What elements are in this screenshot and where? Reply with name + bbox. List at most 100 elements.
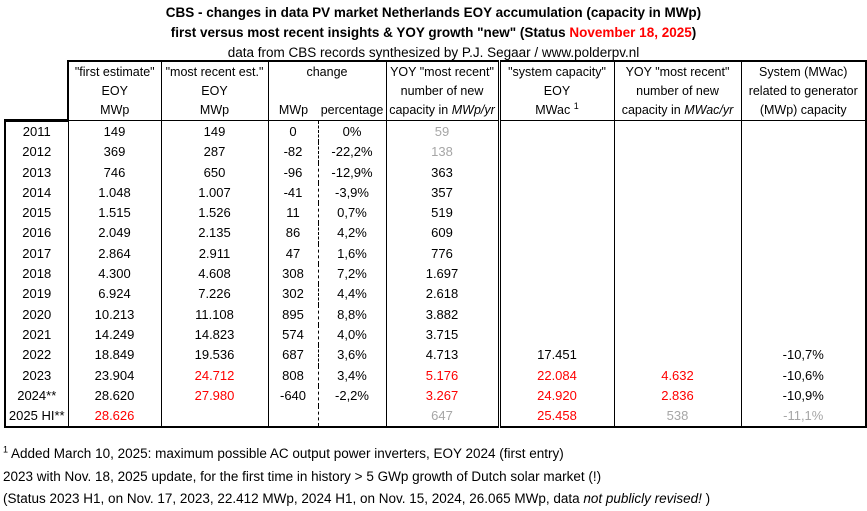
value-cell: 0,7%: [318, 203, 387, 224]
value-cell: 4,4%: [318, 284, 387, 305]
table-row: 2012 369 287 -82 -22,2% 138: [4, 142, 867, 163]
value-cell: -10,6%: [741, 365, 867, 386]
value-cell: 0%: [318, 120, 387, 143]
value-cell: [499, 162, 615, 183]
value-cell: 3,6%: [318, 345, 387, 366]
value-cell: -640: [268, 385, 319, 407]
value-cell: [499, 264, 615, 285]
value-cell: -10,7%: [741, 345, 867, 366]
year-cell: 2015: [4, 203, 69, 224]
year-cell: 2023: [4, 365, 69, 386]
value-cell: -96: [268, 162, 319, 183]
value-cell: 4.713: [386, 345, 501, 366]
value-cell: 28.626: [68, 406, 162, 429]
table-row: 2022 18.849 19.536 687 3,6% 4.713 17.451 -10,7%: [4, 345, 867, 366]
value-cell: 2.049: [68, 223, 162, 244]
value-cell: 5.176: [386, 365, 501, 386]
value-cell: 1,6%: [318, 243, 387, 265]
value-cell: 687: [268, 345, 319, 366]
table-body: 2011 149 149 0 0% 59 2012 369 287 -82 -22,2% 138 201…: [4, 120, 867, 429]
value-cell: [741, 243, 867, 265]
value-cell: -82: [268, 142, 319, 163]
corner-spacer: [5, 61, 68, 122]
value-cell: [499, 304, 615, 325]
value-cell: 4.608: [161, 264, 269, 285]
value-cell: 14.823: [161, 324, 269, 346]
value-cell: [614, 162, 742, 183]
value-cell: 363: [386, 162, 501, 183]
value-cell: 4,2%: [318, 223, 387, 244]
value-cell: 302: [268, 284, 319, 305]
page-subtitle: first versus most recent insights & YOY …: [170, 25, 697, 40]
value-cell: 24.712: [161, 365, 269, 386]
year-cell: 2019: [4, 284, 69, 305]
value-cell: 287: [161, 142, 269, 163]
value-cell: 24.920: [499, 385, 615, 407]
table-row: 2023 23.904 24.712 808 3,4% 5.176 22.084 4.632-…: [4, 365, 867, 386]
value-cell: 11: [268, 203, 319, 224]
value-cell: 47: [268, 243, 319, 265]
col-header-change: change MWp percentage: [267, 60, 387, 121]
footnote-1: 1 Added March 10, 2025: maximum possible…: [3, 444, 564, 461]
value-cell: [614, 284, 742, 305]
table-row: 2016 2.049 2.135 86 4,2% 609: [4, 223, 867, 244]
table-row: 2011 149 149 0 0% 59: [4, 120, 867, 143]
value-cell: 10.213: [68, 304, 162, 325]
col-header-change-mwp: MWp: [278, 102, 309, 117]
source-line: data from CBS records synthesized by P.J…: [227, 45, 640, 60]
value-cell: [614, 223, 742, 244]
value-cell: -11,1%: [741, 406, 867, 429]
value-cell: 22.084: [499, 365, 615, 386]
page-title: CBS - changes in data PV market Netherla…: [165, 5, 702, 20]
value-cell: [499, 182, 615, 204]
value-cell: 138: [386, 142, 501, 163]
value-cell: [741, 284, 867, 305]
value-cell: [614, 345, 742, 366]
year-cell: 2020: [4, 304, 69, 325]
year-cell: 2016: [4, 223, 69, 244]
value-cell: [741, 324, 867, 346]
table-row: 2024** 28.620 27.980 -640 -2,2% 3.267 24.920 2.…: [4, 385, 867, 407]
header-row: "first estimate" EOY MWp "most recent es…: [5, 60, 867, 122]
value-cell: [318, 406, 387, 429]
value-cell: [741, 304, 867, 325]
value-cell: 6.924: [68, 284, 162, 305]
value-cell: 647: [386, 406, 501, 429]
value-cell: 0: [268, 120, 319, 143]
value-cell: [499, 284, 615, 305]
value-cell: [741, 223, 867, 244]
value-cell: [268, 406, 319, 429]
table-row: 2019 6.924 7.226 302 4,4% 2.618: [4, 284, 867, 305]
value-cell: 2.618: [386, 284, 501, 305]
title-block: CBS - changes in data PV market Netherla…: [0, 3, 867, 63]
year-cell: 2025 HI**: [4, 406, 69, 429]
value-cell: 2.864: [68, 243, 162, 265]
value-cell: 19.536: [161, 345, 269, 366]
value-cell: [741, 162, 867, 183]
value-cell: 1.526: [161, 203, 269, 224]
value-cell: 4.632: [614, 365, 742, 386]
value-cell: -10,9%: [741, 385, 867, 407]
value-cell: [614, 203, 742, 224]
value-cell: [614, 120, 742, 143]
footnote-marker: 1: [573, 100, 579, 111]
year-cell: 2013: [4, 162, 69, 183]
value-cell: [741, 264, 867, 285]
value-cell: [499, 223, 615, 244]
value-cell: 2.836: [614, 385, 742, 407]
value-cell: 23.904: [68, 365, 162, 386]
value-cell: [499, 142, 615, 163]
pv-data-table: "first estimate" EOY MWp "most recent es…: [4, 60, 867, 429]
table-row: 2025 HI** 28.626 647 25.458 538 -11,1%: [4, 406, 867, 429]
value-cell: 8,8%: [318, 304, 387, 325]
footnote-3: (Status 2023 H1, on Nov. 17, 2023, 22.41…: [3, 491, 711, 506]
footnotes: 1 Added March 10, 2025: maximum possible…: [3, 443, 710, 511]
status-date: November 18, 2025: [569, 25, 692, 40]
col-header-yoy-mwac: YOY "most recent" number of new capacity…: [613, 60, 742, 121]
value-cell: 574: [268, 324, 319, 346]
col-header-most-recent: "most recent est." EOY MWp: [160, 60, 269, 121]
value-cell: [614, 243, 742, 265]
value-cell: 895: [268, 304, 319, 325]
value-cell: -22,2%: [318, 142, 387, 163]
value-cell: 519: [386, 203, 501, 224]
